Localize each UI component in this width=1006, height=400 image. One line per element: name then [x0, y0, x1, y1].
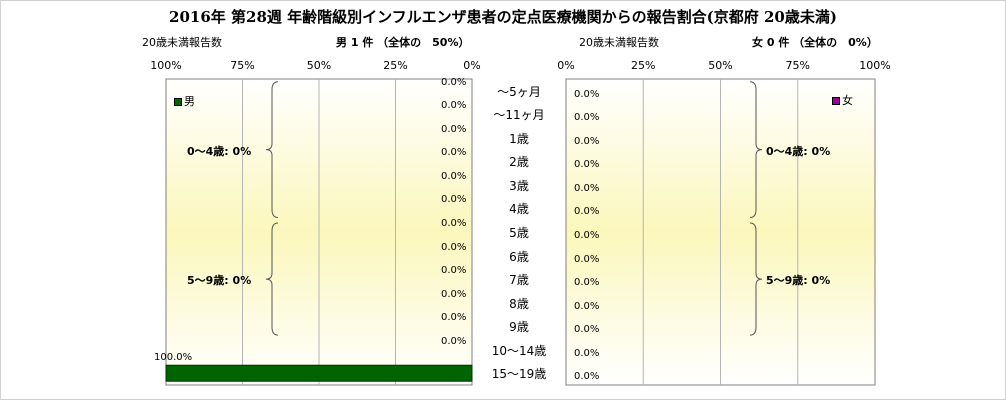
female-x-tick-label: 25% [631, 59, 656, 72]
female-value-label: 0.0% [574, 324, 600, 336]
male-x-tick-label: 75% [230, 59, 255, 72]
male-value-label: 0.0% [441, 265, 467, 277]
age-category-label: 2歳 [509, 155, 529, 170]
female-age-group-brace [749, 81, 763, 218]
age-category-label: 8歳 [509, 296, 529, 311]
male-age-group-brace [265, 81, 279, 218]
male-value-label: 100.0% [154, 352, 193, 364]
male-legend-label: 男 [184, 95, 195, 108]
male-value-label: 0.0% [441, 312, 467, 324]
male-header-label: 20歳未満報告数 [142, 36, 222, 49]
male-value-label: 0.0% [441, 76, 467, 88]
male-value-label: 0.0% [441, 288, 467, 300]
female-age-group-brace [749, 222, 763, 336]
female-value-label: 0.0% [574, 88, 600, 100]
age-category-label: 4歳 [509, 202, 529, 217]
male-x-tick-label: 25% [383, 59, 408, 72]
age-category-label: 9歳 [509, 320, 529, 335]
female-x-tick-label: 100% [859, 59, 891, 72]
male-value-label: 0.0% [441, 335, 467, 347]
female-legend: 女 [832, 92, 853, 108]
male-age-group-label: 0～4歳: 0% [187, 144, 252, 158]
female-value-label: 0.0% [574, 182, 600, 194]
male-legend: 男 [174, 93, 195, 109]
female-value-label: 0.0% [574, 159, 600, 171]
age-category-label: 15～19歳 [491, 367, 547, 382]
female-age-group-label: 0～4歳: 0% [766, 144, 831, 158]
male-value-label: 0.0% [441, 123, 467, 135]
female-x-tick-label: 50% [708, 59, 733, 72]
male-value-label: 0.0% [441, 218, 467, 229]
age-category-label: 5歳 [509, 226, 529, 240]
female-legend-swatch [832, 97, 840, 105]
female-legend-label: 女 [842, 94, 853, 107]
female-header-label: 20歳未満報告数 [579, 36, 659, 49]
female-value-label: 0.0% [574, 371, 600, 383]
male-age-group-brace [265, 222, 279, 336]
age-category-label: 6歳 [509, 249, 529, 264]
male-report-count: 男 1 件 （全体の 50%） [336, 36, 470, 49]
age-category-label: 7歳 [509, 273, 529, 288]
male-x-tick-label: 0% [463, 59, 481, 72]
age-category-label: 1歳 [509, 131, 529, 146]
female-value-label: 0.0% [574, 277, 600, 289]
female-value-label: 0.0% [574, 300, 600, 312]
male-legend-swatch [174, 98, 182, 106]
age-category-label: ～11ヶ月 [493, 108, 545, 123]
female-value-label: 0.0% [574, 112, 600, 124]
age-category-label: ～5ヶ月 [497, 84, 541, 99]
female-report-count: 女 0 件 （全体の 0%） [752, 36, 878, 49]
male-value-label: 0.0% [441, 100, 467, 112]
male-x-tick-label: 50% [306, 59, 332, 72]
female-value-label: 0.0% [574, 347, 600, 359]
female-value-label: 0.0% [574, 206, 600, 218]
age-category-label: 10～14歳 [491, 343, 547, 358]
male-x-tick-label: 100% [150, 59, 182, 72]
male-age-group-label: 5～9歳: 0% [187, 274, 252, 288]
chart-title: 2016年 第28週 年齢階級別インフルエンザ患者の定点医療機関からの報告割合(… [169, 8, 837, 26]
male-value-label: 0.0% [441, 194, 467, 206]
male-value-label: 0.0% [441, 170, 467, 182]
female-value-label: 0.0% [574, 230, 600, 241]
female-x-tick-label: 0% [557, 59, 575, 72]
female-age-group-label: 5～9歳: 0% [766, 274, 831, 288]
female-value-label: 0.0% [574, 253, 600, 265]
male-value-label: 0.0% [441, 241, 467, 253]
female-value-label: 0.0% [574, 135, 600, 147]
male-value-label: 0.0% [441, 147, 467, 159]
age-category-label: 3歳 [509, 178, 529, 193]
male-bar [165, 364, 473, 382]
female-x-tick-label: 75% [785, 59, 810, 72]
